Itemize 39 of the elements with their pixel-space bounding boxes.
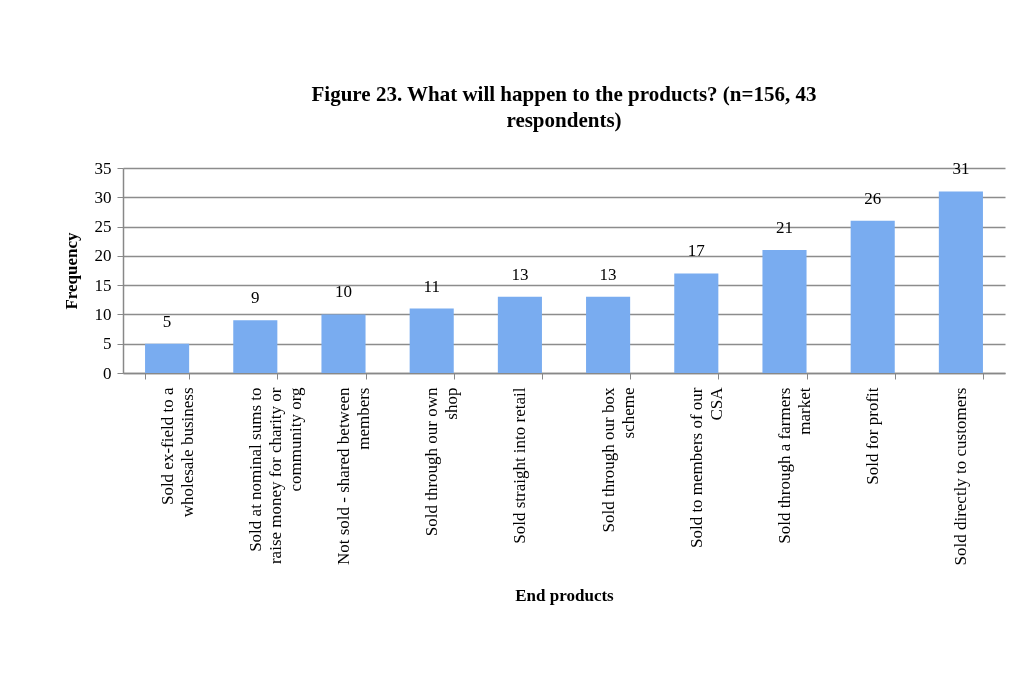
bar (497, 296, 542, 373)
data-label: 31 (952, 159, 970, 179)
bar (850, 220, 895, 373)
bar (762, 250, 807, 373)
data-label: 26 (864, 188, 882, 208)
bar (321, 314, 366, 373)
bar (409, 308, 454, 373)
bar (233, 320, 278, 373)
bar (145, 343, 190, 373)
x-tick-label: Sold straight into retail (510, 387, 530, 544)
data-label: 13 (511, 264, 529, 284)
x-tick-label: Sold for profit (863, 387, 883, 485)
y-tick-label: 15 (94, 275, 112, 295)
bar (938, 191, 983, 373)
y-tick-label: 30 (94, 187, 112, 207)
y-tick-label: 35 (94, 158, 112, 178)
x-axis-title: End products (515, 585, 615, 605)
x-tick-label: Sold ex-field to a wholesale business (157, 387, 197, 518)
y-tick-label: 10 (94, 304, 112, 324)
data-label: 21 (776, 218, 793, 237)
y-tick-label: 25 (94, 217, 112, 237)
y-axis-title: Frequency (61, 231, 81, 310)
data-label: 11 (423, 276, 440, 296)
y-tick-label: 0 (103, 363, 112, 383)
bar (674, 273, 719, 373)
data-label: 17 (687, 241, 706, 261)
data-label: 13 (599, 264, 617, 284)
x-tick-label: Sold directly to customers (951, 387, 971, 566)
data-label: 10 (335, 282, 352, 302)
data-label: 5 (162, 311, 172, 331)
y-tick-label: 20 (94, 246, 112, 266)
x-tick-label: Sold through a farmers market (775, 387, 814, 544)
chart-title: Figure 23. What will happen to the products? (n=156, 43 respondents) (311, 82, 817, 132)
x-tick-label: Sold to members of our CSA (686, 386, 726, 549)
x-tick-label: Sold through our own shop (422, 387, 462, 537)
bar (586, 296, 631, 373)
x-tick-label: Sold through our box scheme (598, 387, 638, 533)
y-tick-label: 5 (103, 334, 112, 354)
data-label: 9 (251, 288, 260, 308)
